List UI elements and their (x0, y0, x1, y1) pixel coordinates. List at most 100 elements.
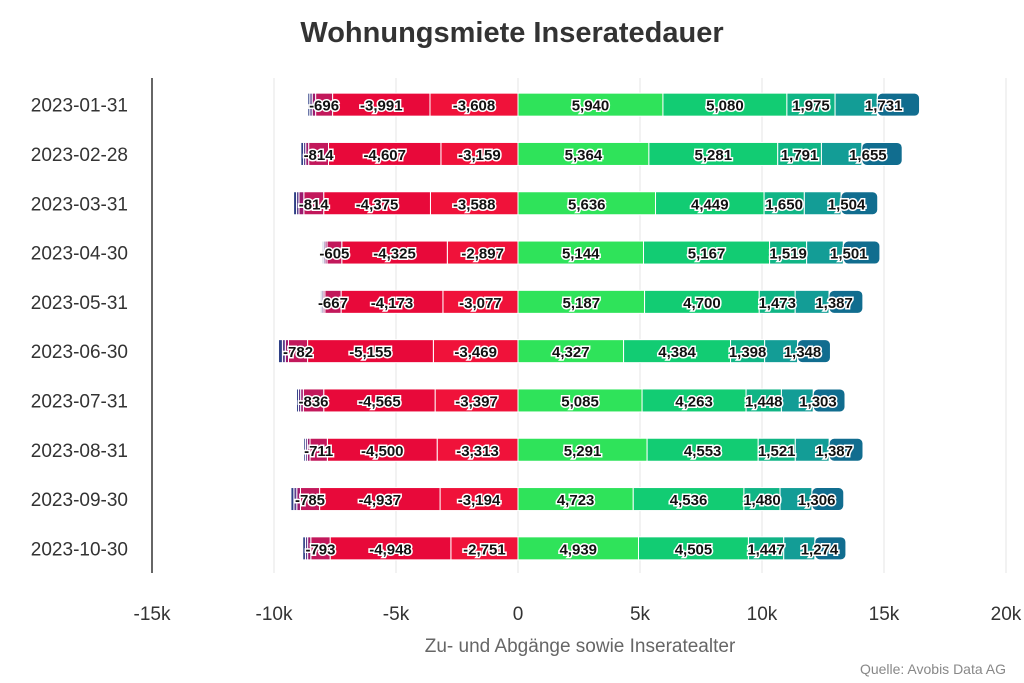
bar-segment (302, 536, 306, 561)
y-tick-label: 2023-10-30 (31, 539, 128, 560)
data-label: 4,553 (684, 443, 722, 460)
bar-segment (307, 92, 311, 117)
data-label: 1,480 (743, 492, 781, 509)
data-label: -4,375 (356, 196, 399, 213)
data-label: 5,636 (568, 196, 606, 213)
data-label: 5,085 (561, 393, 599, 410)
data-label: 5,281 (695, 147, 733, 164)
x-tick-label: 20k (991, 604, 1022, 625)
data-label: -2,897 (461, 246, 504, 263)
bar-segment (828, 437, 864, 462)
data-label: 1,306 (798, 492, 836, 509)
data-label: 1,348 (784, 344, 822, 361)
data-label: 1,303 (799, 393, 837, 410)
bar-segment (861, 141, 903, 166)
y-tick-label: 2023-02-28 (31, 145, 128, 166)
data-label: -3,608 (453, 98, 496, 115)
data-label: 4,939 (559, 541, 597, 558)
data-label: 1,387 (815, 295, 853, 312)
data-label: -711 (304, 443, 333, 460)
data-label: -836 (299, 393, 329, 410)
source-note: Quelle: Avobis Data AG (860, 661, 1006, 677)
data-label: 1,501 (830, 246, 868, 263)
x-tick-label: 0 (513, 604, 524, 625)
bars (277, 92, 921, 561)
bar-segment (290, 487, 295, 512)
data-label: 4,384 (658, 344, 696, 361)
data-label: 4,263 (675, 393, 713, 410)
data-label: -3,469 (454, 344, 497, 361)
data-label: -3,194 (458, 492, 501, 509)
data-label: 1,274 (801, 541, 839, 558)
chart-title: Wohnungsmiete Inseratedauer (300, 17, 723, 49)
data-label: 4,700 (683, 295, 721, 312)
data-label: 1,655 (849, 147, 887, 164)
data-label: 5,167 (688, 246, 726, 263)
x-tick-label: 10k (747, 604, 778, 625)
data-label: 4,327 (552, 344, 590, 361)
data-label: 1,521 (758, 443, 796, 460)
data-label: -785 (295, 492, 325, 509)
x-tick-label: -15k (134, 604, 171, 625)
data-label: -3,397 (455, 393, 498, 410)
data-label: -4,937 (359, 492, 402, 509)
x-tick-label: 15k (869, 604, 900, 625)
bar-segment (277, 339, 283, 364)
bar-segment (842, 240, 881, 265)
data-label: 4,536 (670, 492, 708, 509)
data-label: 5,291 (564, 443, 602, 460)
x-axis-label: Zu- und Abgänge sowie Inseratealter (425, 636, 736, 657)
bar-segment (811, 487, 845, 512)
data-label: 4,505 (675, 541, 713, 558)
bar-segment (293, 191, 298, 216)
y-tick-label: 2023-08-31 (31, 441, 128, 462)
data-label: -814 (304, 147, 335, 164)
data-label: 4,723 (557, 492, 595, 509)
data-label: 5,187 (563, 295, 601, 312)
x-tick-label: -5k (383, 604, 410, 625)
data-label: 1,975 (792, 98, 830, 115)
data-label: -605 (319, 246, 349, 263)
data-label: -4,607 (363, 147, 406, 164)
bar-segment (840, 191, 879, 216)
data-label: -4,173 (371, 295, 414, 312)
data-label: -3,313 (456, 443, 499, 460)
data-label: -793 (305, 541, 335, 558)
y-tick-label: 2023-03-31 (31, 194, 128, 215)
data-label: 1,504 (828, 196, 866, 213)
data-label: 1,519 (769, 246, 807, 263)
data-label: 1,731 (865, 98, 903, 115)
data-label: 1,448 (745, 393, 783, 410)
x-tick-label: 5k (630, 604, 651, 625)
data-label: 1,791 (781, 147, 819, 164)
data-label: -4,948 (369, 541, 412, 558)
bar-segment (319, 289, 323, 314)
data-label: 4,449 (691, 196, 729, 213)
y-tick-labels: 2023-01-31 2023-02-28 2023-03-31 2023-04-30… (31, 96, 128, 561)
y-tick-label: 2023-01-31 (31, 96, 128, 117)
data-label: 5,940 (572, 98, 610, 115)
y-tick-label: 2023-04-30 (31, 244, 128, 265)
data-label: 1,473 (758, 295, 796, 312)
data-label: -696 (309, 98, 339, 115)
data-label: -814 (299, 196, 330, 213)
data-label: 1,387 (815, 443, 853, 460)
data-label: -3,991 (360, 98, 403, 115)
y-tick-label: 2023-09-30 (31, 490, 128, 511)
bar-segment (812, 388, 846, 413)
data-label: -667 (318, 295, 348, 312)
data-label: -2,751 (463, 541, 506, 558)
bar-segment (321, 240, 325, 265)
data-label: -3,077 (459, 295, 502, 312)
data-label: -4,325 (373, 246, 416, 263)
data-label: -4,500 (361, 443, 404, 460)
data-label: 5,364 (565, 147, 603, 164)
data-label: 1,650 (765, 196, 803, 213)
data-label: 1,447 (747, 541, 785, 558)
bar-segment (876, 92, 921, 117)
y-tick-label: 2023-06-30 (31, 342, 128, 363)
data-label: 5,080 (706, 98, 744, 115)
bar-segment (300, 141, 305, 166)
data-label: -4,565 (358, 393, 401, 410)
